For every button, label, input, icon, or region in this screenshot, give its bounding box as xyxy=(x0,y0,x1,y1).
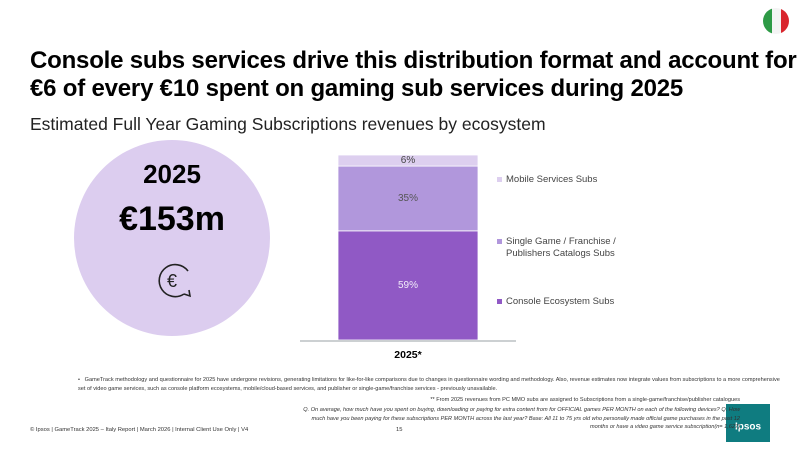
flag-white xyxy=(772,8,781,34)
source: © Ipsos | GameTrack 2025 – Italy Report … xyxy=(30,427,249,433)
bar-segment xyxy=(337,230,479,341)
flag-green xyxy=(763,8,772,34)
value-label: 6% xyxy=(401,155,416,166)
value-label: 59% xyxy=(398,280,418,291)
legend-label: Single Game / Franchise / Publishers Cat… xyxy=(506,236,616,259)
icon-arrow xyxy=(183,289,192,298)
page-number: 15 xyxy=(396,427,403,433)
logo: Ipsos xyxy=(735,422,762,433)
legend-swatch xyxy=(497,177,502,182)
value-label: 35% xyxy=(398,193,418,204)
summary-revenue: €153m xyxy=(119,200,225,238)
note: • GameTrack methodology and questionnair… xyxy=(78,377,780,392)
legend-label: Mobile Services Subs xyxy=(506,174,598,185)
icon-euro: € xyxy=(167,271,177,291)
summary-year: 2025 xyxy=(143,159,201,189)
legend-label: Console Ecosystem Subs xyxy=(506,296,615,307)
note: Q. On average, how much have you spent o… xyxy=(303,407,740,430)
flag-red xyxy=(781,8,789,34)
note: ** From 2025 revenues from PC MMO subs a… xyxy=(430,397,740,403)
euro-icon: € xyxy=(158,263,192,298)
flag xyxy=(763,8,789,34)
legend-swatch xyxy=(497,299,502,304)
bar-segment xyxy=(337,165,479,232)
legend-swatch xyxy=(497,239,502,244)
logo-box xyxy=(726,404,770,442)
note-text: GameTrack methodology and questionnaire … xyxy=(78,377,780,392)
bar-segment xyxy=(337,154,479,167)
summary-circle xyxy=(74,140,270,336)
icon-arc xyxy=(158,263,189,298)
x-tick-label: 2025* xyxy=(394,349,422,361)
subtitle: Estimated Full Year Gaming Subscriptions… xyxy=(30,114,546,134)
title: Console subs services drive this distrib… xyxy=(30,47,797,102)
